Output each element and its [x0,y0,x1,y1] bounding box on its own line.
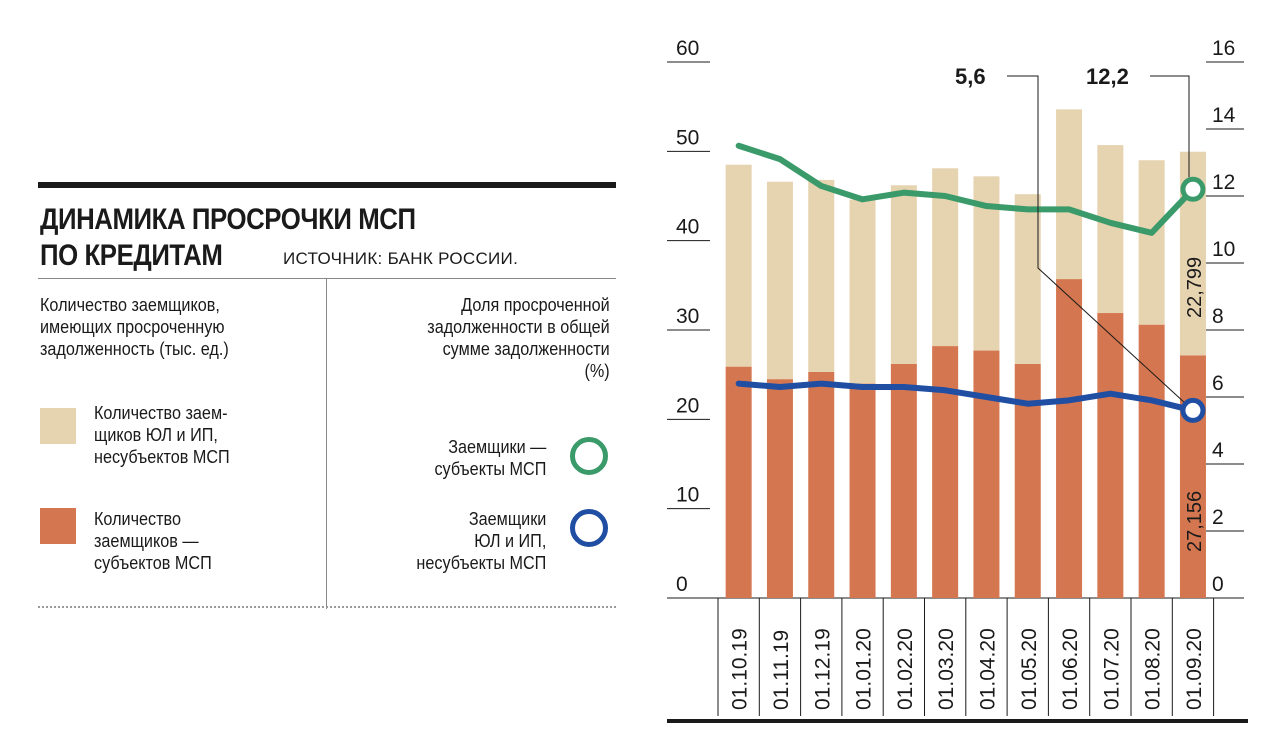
bar-smb [932,346,959,598]
source-note: ИСТОЧНИК: БАНК РОССИИ. [283,249,519,268]
left-tick-label: 40 [676,216,699,239]
x-tick-label: 01.09.20 [1183,628,1206,710]
legend-swatch-smb-bar [40,508,76,544]
bar-nonsmb [890,185,917,364]
x-tick-label: 01.10.19 [729,628,752,710]
x-tick-label: 01.11.19 [770,630,793,710]
bar-smb [1097,313,1124,598]
callout-label-smb: 12,2 [1086,64,1129,89]
right-tick-label: 8 [1212,305,1224,328]
legend-label-nonsmb-bar: Количество заем- щиков ЮЛ и ИП, несубъек… [94,403,230,467]
left-tick-label: 20 [676,394,699,417]
bar-smb [725,366,752,598]
bar-nonsmb [1138,160,1165,325]
bar-smb [973,350,1000,598]
bar-nonsmb [849,199,876,384]
title-line-1: ДИНАМИКА ПРОСРОЧКИ МСП [40,203,416,236]
bar-nonsmb [808,179,835,372]
x-tick-label: 01.02.20 [894,628,917,710]
data-label-smb-bar: 27,156 [1184,491,1206,552]
x-tick-label: 01.03.20 [935,628,958,710]
left-tick-label: 0 [676,573,688,596]
left-tick-label: 30 [676,305,699,328]
callout-leader-smb [1150,75,1190,178]
left-tick-label: 60 [676,37,699,60]
x-tick-label: 01.07.20 [1100,628,1123,710]
legend-label-smb-line: Заемщики — субъекты МСП [434,437,546,479]
legend-label-nonsmb-line: Заемщики ЮЛ и ИП, несубъекты МСП [416,509,546,573]
legend-marker-nonsmb-line [570,509,608,547]
right-tick-label: 12 [1212,171,1235,194]
x-tick-label: 01.08.20 [1142,628,1165,710]
line-nonsmb [735,380,1196,414]
left-column-header: Количество заемщиков, имеющих просроченн… [40,295,229,359]
legend-swatch-nonsmb-bar [40,408,76,444]
bar-nonsmb [1014,194,1041,364]
top-rule [38,182,616,188]
left-tick-label: 50 [676,126,699,149]
bar-nonsmb [1056,109,1083,280]
right-tick-label: 0 [1212,573,1224,596]
right-tick-label: 16 [1212,37,1235,60]
bar-smb [1179,355,1206,598]
bar-smb [1056,279,1083,598]
header-rule [38,278,616,279]
bar-smb [1014,363,1041,598]
chart-plot: 0 10 20 30 40 50 60 0 2 4 6 8 10 12 14 16 01.10.19 01.11.… [667,37,1248,723]
legend-marker-smb-line [570,437,608,475]
bar-nonsmb [725,164,752,367]
bottom-dotted-rule [38,606,616,608]
legend-label-smb-bar: Количество заемщиков — субъектов МСП [94,509,212,573]
right-tick-label: 10 [1212,238,1235,261]
bar-smb [808,371,835,598]
bar-nonsmb [766,181,793,380]
x-tick-label: 01.06.20 [1059,628,1082,710]
right-tick-label: 2 [1212,506,1224,529]
column-divider [326,279,327,609]
right-tick-label: 6 [1212,372,1224,395]
endpoint-marker-nonsmb [1180,397,1206,423]
data-label-nonsmb-bar: 22,799 [1184,257,1206,318]
left-tick-label: 10 [676,484,699,507]
bar-nonsmb [1097,145,1124,314]
callout-leader-nonsmb [1007,75,1194,411]
bar-smb [890,363,917,598]
bar-smb [1138,324,1165,598]
bar-smb [849,383,876,598]
right-column-header: Доля просроченной задолженности в общей … [427,295,610,381]
endpoint-marker-smb [1180,176,1206,202]
line-smb [735,142,1196,236]
callout-label-nonsmb: 5,6 [955,64,986,89]
x-tick-label: 01.01.20 [853,628,876,710]
x-tick-label: 01.12.19 [811,628,834,710]
x-tick-label: 01.04.20 [976,628,999,710]
legend-panel: ДИНАМИКА ПРОСРОЧКИ МСП ПО КРЕДИТАМ ИСТОЧ… [38,182,616,612]
bar-smb [766,379,793,598]
x-tick-label: 01.05.20 [1018,628,1041,710]
title-line-2: ПО КРЕДИТАМ [40,239,223,272]
right-tick-label: 14 [1212,104,1236,127]
chart-title: ДИНАМИКА ПРОСРОЧКИ МСП ПО КРЕДИТАМ [40,202,416,274]
right-tick-label: 4 [1212,439,1224,462]
